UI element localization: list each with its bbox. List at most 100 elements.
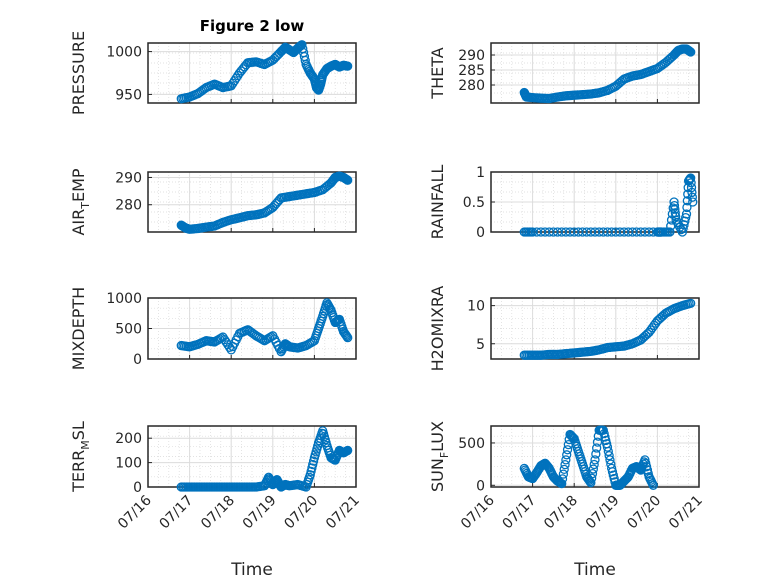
data-point xyxy=(562,445,573,455)
data-point xyxy=(343,445,353,456)
y-axis-label: AIRTEMP xyxy=(69,168,92,235)
axes-box xyxy=(490,42,700,104)
x-tick-label: 07/21 xyxy=(666,493,706,533)
axes-box xyxy=(490,425,700,488)
x-tick-label: 07/16 xyxy=(458,492,498,532)
subplot-rainfall: 0 0.5 1 RAINFALL xyxy=(428,165,700,241)
data-point xyxy=(562,450,572,460)
y-tick-label: 0 xyxy=(476,225,485,241)
data-point xyxy=(605,455,615,465)
data-point xyxy=(687,192,697,202)
subplot-mixdepth: 0 500 1000 MIXDEPTH xyxy=(69,287,357,370)
data-point xyxy=(560,459,570,470)
y-axis-label: MIXDEPTH xyxy=(69,287,88,370)
y-tick-label: 1 xyxy=(476,165,485,181)
subplot-pressure: 950 1000 PRESSURE xyxy=(69,31,357,115)
y-tick-label: 0 xyxy=(476,478,485,494)
y-tick-label: 950 xyxy=(115,87,142,103)
y-tick-label: 0 xyxy=(133,352,142,368)
y-axis-label: H2OMIXRA xyxy=(428,286,447,372)
y-tick-label: 500 xyxy=(115,322,142,338)
data-point xyxy=(686,298,696,308)
x-tick-label: 07/16 xyxy=(115,492,155,532)
data-point xyxy=(341,330,351,340)
data-point xyxy=(559,464,569,475)
data-point xyxy=(343,175,353,185)
data-point xyxy=(589,459,599,470)
y-tick-label: 285 xyxy=(458,63,485,79)
axes-box xyxy=(147,42,357,104)
x-axis-label-left: Time xyxy=(230,560,273,580)
data-point xyxy=(307,463,317,473)
y-axis-label-rest: SL xyxy=(69,421,88,440)
data-point xyxy=(669,200,680,211)
data-point xyxy=(308,459,318,470)
data-point xyxy=(686,173,696,183)
data-point xyxy=(587,468,598,479)
x-tick-label: 07/21 xyxy=(323,493,363,533)
data-point xyxy=(671,211,681,222)
y-tick-label: 500 xyxy=(458,436,485,452)
y-axis-label: TERRMSL xyxy=(69,421,92,493)
data-point xyxy=(305,470,315,480)
y-tick-label: 1000 xyxy=(106,291,142,307)
data-point xyxy=(342,331,352,342)
data-point xyxy=(670,208,680,218)
y-axis-label-subscript: M xyxy=(79,440,92,450)
data-point xyxy=(686,178,696,188)
data-point xyxy=(687,187,697,198)
data-point xyxy=(258,335,268,345)
y-axis-label-main: AIR xyxy=(69,209,88,236)
data-point xyxy=(557,478,567,489)
data-point xyxy=(681,209,692,219)
data-point xyxy=(592,443,602,453)
y-axis-label-rest: EMP xyxy=(69,168,88,202)
data-point xyxy=(682,202,692,213)
axes-box xyxy=(490,297,700,360)
data-point xyxy=(603,446,613,457)
x-tick-label: 07/18 xyxy=(541,493,581,533)
y-tick-label: 10 xyxy=(467,299,485,315)
x-tick-label: 07/18 xyxy=(198,493,238,533)
subplot-terr-msl: 0 100 200 TERRMSL 07/16 07/17 07/18 07/19 07/20 0… xyxy=(69,421,363,532)
data-point xyxy=(681,212,691,223)
x-axis-label-right: Time xyxy=(573,560,616,580)
data-point xyxy=(557,474,568,484)
axes-box xyxy=(147,171,357,233)
data-point xyxy=(561,455,571,465)
data-point xyxy=(343,332,353,343)
y-axis-label-rest: LUX xyxy=(428,421,447,452)
x-tick-label: 07/17 xyxy=(157,493,197,533)
y-tick-label: 100 xyxy=(115,456,142,472)
data-point xyxy=(669,197,679,207)
subplot-h2omixra: 5 10 H2OMIXRA xyxy=(428,286,700,372)
y-axis-label: THETA xyxy=(428,47,447,99)
y-tick-label: 280 xyxy=(115,198,142,214)
y-axis-label: PRESSURE xyxy=(69,31,88,115)
y-tick-label: 290 xyxy=(115,170,142,186)
x-tick-label: 07/19 xyxy=(240,493,280,533)
data-point xyxy=(648,480,658,490)
y-axis-label: SUNFLUX xyxy=(428,421,451,492)
data-point xyxy=(602,442,613,452)
data-point xyxy=(590,455,600,465)
x-tick-label: 07/17 xyxy=(500,493,540,533)
data-point xyxy=(670,204,680,214)
y-axis-label-subscript: F xyxy=(438,452,451,458)
y-tick-label: 200 xyxy=(115,431,142,447)
data-point xyxy=(688,197,698,207)
data-point xyxy=(343,61,353,71)
figure-title: Figure 2 low xyxy=(200,17,305,35)
y-tick-label: 280 xyxy=(458,78,485,94)
subplot-sun-flux: 0 500 SUNFLUX 07/16 07/17 07/18 07/19 07/20 07/2… xyxy=(428,421,706,532)
data-point xyxy=(665,227,675,237)
data-point xyxy=(588,464,598,474)
y-axis-label-subscript: T xyxy=(79,202,92,210)
y-axis-label-main: TERR xyxy=(69,450,88,493)
y-axis-label: RAINFALL xyxy=(428,165,447,240)
data-point xyxy=(586,478,596,488)
data-point xyxy=(604,451,614,461)
y-tick-label: 290 xyxy=(458,48,485,64)
